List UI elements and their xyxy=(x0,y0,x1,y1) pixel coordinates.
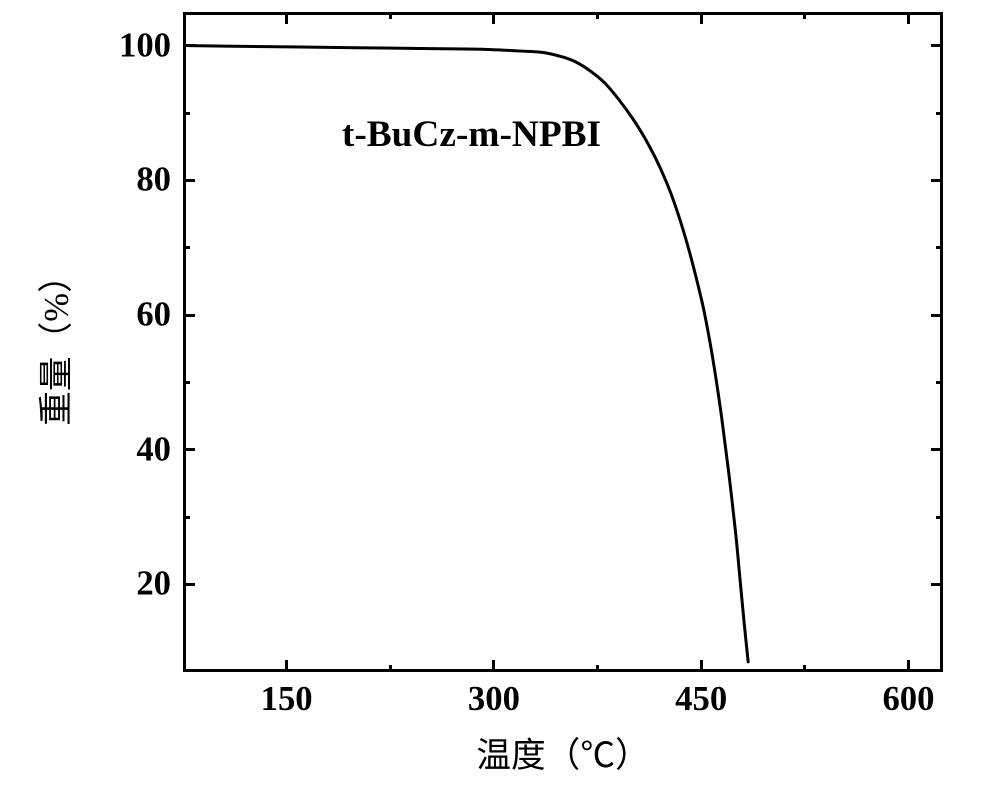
y-tick xyxy=(931,179,943,182)
x-tick-label: 450 xyxy=(675,680,727,719)
x-tick xyxy=(596,12,599,19)
series-label: t-BuCz-m-NPBI xyxy=(342,113,601,156)
x-tick-label: 300 xyxy=(468,680,520,719)
y-tick xyxy=(931,314,943,317)
x-tick xyxy=(803,665,806,672)
x-tick xyxy=(389,665,392,672)
x-tick xyxy=(803,12,806,19)
x-tick xyxy=(389,12,392,19)
x-tick xyxy=(700,12,703,24)
y-tick-label: 100 xyxy=(119,26,171,65)
y-tick xyxy=(183,381,190,384)
x-axis-title: 温度（℃） xyxy=(476,727,649,777)
y-tick xyxy=(183,179,195,182)
y-tick xyxy=(936,246,943,249)
y-tick xyxy=(183,314,195,317)
y-tick-label: 20 xyxy=(136,565,171,604)
y-axis-title: 重量（%） xyxy=(28,258,78,426)
y-tick xyxy=(931,583,943,586)
x-tick xyxy=(907,660,910,672)
y-tick xyxy=(931,44,943,47)
y-tick xyxy=(936,381,943,384)
y-tick xyxy=(936,516,943,519)
x-tick-label: 150 xyxy=(261,680,313,719)
x-tick xyxy=(285,660,288,672)
y-tick xyxy=(183,583,195,586)
y-tick xyxy=(183,112,190,115)
y-tick-label: 60 xyxy=(136,296,171,335)
tga-figure: t-BuCz-m-NPBI 温度（℃） 重量（%） 150 300 450 600 20… xyxy=(0,0,1000,801)
y-tick xyxy=(183,448,195,451)
x-tick xyxy=(492,12,495,24)
x-tick xyxy=(596,665,599,672)
y-tick-label: 80 xyxy=(136,161,171,200)
y-tick xyxy=(183,516,190,519)
y-tick xyxy=(931,448,943,451)
y-tick-label: 40 xyxy=(136,430,171,469)
y-tick xyxy=(183,246,190,249)
x-tick-label: 600 xyxy=(882,680,934,719)
x-tick xyxy=(285,12,288,24)
x-tick xyxy=(492,660,495,672)
x-tick xyxy=(700,660,703,672)
y-tick xyxy=(936,112,943,115)
y-tick xyxy=(183,44,195,47)
x-tick xyxy=(907,12,910,24)
